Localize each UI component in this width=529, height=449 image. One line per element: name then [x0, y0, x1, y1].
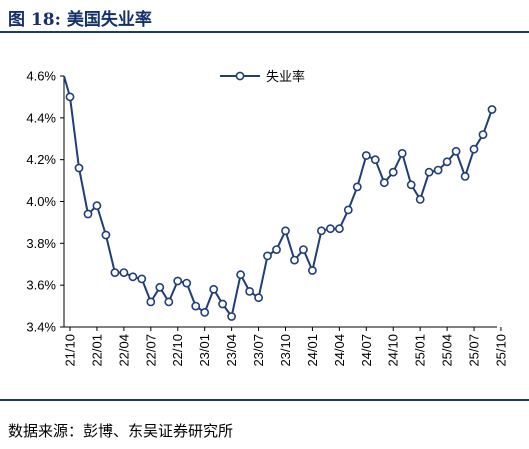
x-tick-label: 22/01 — [89, 334, 104, 367]
data-point — [281, 226, 290, 236]
data-point — [352, 182, 362, 192]
data-point — [433, 165, 443, 175]
data-point — [128, 272, 138, 282]
y-tick-label: 3.8% — [26, 236, 56, 251]
unemployment-line-chart: 3.4%3.6%3.8%4.0%4.2%4.4%4.6% 21/10 22/01 2… — [26, 69, 509, 367]
data-point — [388, 167, 398, 177]
data-point — [424, 167, 434, 177]
data-point — [307, 266, 317, 275]
data-point — [83, 209, 93, 219]
data-point — [218, 299, 227, 309]
data-point — [325, 224, 335, 234]
y-tick-label: 4.6% — [26, 69, 56, 84]
x-tick-label: 24/04 — [332, 334, 347, 367]
data-point — [343, 205, 353, 215]
x-tick-label: 25/01 — [413, 334, 428, 367]
legend-label: 失业率 — [266, 69, 305, 85]
data-point — [397, 149, 407, 158]
data-point — [478, 130, 488, 139]
data-point — [164, 297, 174, 307]
data-point — [119, 268, 129, 277]
x-tick-label: 25/07 — [467, 334, 482, 367]
data-point — [361, 151, 371, 160]
data-point — [110, 268, 120, 277]
x-tick-label: 22/10 — [170, 334, 185, 367]
data-point — [442, 157, 452, 167]
source-rule — [0, 399, 529, 401]
data-point — [137, 274, 147, 284]
data-source: 数据来源：彭博、东吴证券研究所 — [8, 422, 234, 440]
y-tick-label: 3.4% — [26, 320, 56, 335]
data-point — [370, 155, 380, 165]
data-point — [155, 282, 165, 292]
legend-marker — [235, 71, 245, 81]
data-point — [298, 245, 308, 254]
x-tick-label: 23/07 — [251, 334, 266, 367]
y-tick-label: 4.2% — [26, 152, 56, 167]
series-unemployment — [63, 75, 497, 321]
data-point — [254, 293, 263, 303]
data-point — [209, 284, 219, 294]
x-tick-label: 24/07 — [359, 334, 374, 367]
data-point — [191, 301, 201, 311]
x-tick-label: 21/10 — [63, 334, 78, 367]
data-point — [146, 297, 156, 307]
data-point — [263, 251, 272, 261]
x-tick-label: 22/07 — [143, 334, 158, 367]
data-point — [92, 201, 102, 211]
x-tick-label: 24/01 — [305, 334, 320, 367]
chart-legend: 失业率 — [220, 69, 305, 85]
x-tick-label: 25/04 — [440, 334, 455, 367]
y-tick-label: 3.6% — [26, 278, 56, 293]
x-tick-label: 23/01 — [197, 334, 212, 367]
data-point — [406, 180, 416, 190]
data-point — [316, 226, 326, 236]
data-point — [290, 255, 299, 265]
data-point — [227, 312, 236, 321]
title-rule — [0, 31, 529, 33]
x-tick-label: 22/04 — [116, 334, 131, 367]
data-point — [460, 171, 470, 181]
data-point — [74, 163, 84, 173]
data-point — [379, 178, 389, 188]
x-tick-label: 24/10 — [386, 334, 401, 367]
y-axis-labels: 3.4% 3.6% 3.8% 4.0% 4.2% 4.4% 4.6% — [26, 69, 56, 335]
data-point — [415, 194, 425, 204]
data-point — [334, 224, 344, 234]
figure-title-text: 美国失业率 — [66, 9, 152, 30]
y-tick-label: 4.0% — [26, 194, 56, 209]
x-tick-label: 25/10 — [493, 334, 508, 367]
data-point — [182, 278, 192, 288]
series-line — [63, 75, 493, 318]
x-axis-labels: 21/10 22/01 22/04 22/07 22/10 23/01 23/04 23/07… — [63, 334, 509, 367]
figure-title: 图 18: 美国失业率 — [8, 4, 152, 30]
data-point — [451, 146, 461, 156]
data-point — [245, 286, 254, 296]
data-point — [469, 144, 479, 154]
data-point — [65, 92, 75, 102]
data-point — [173, 276, 183, 286]
x-tick-label: 23/04 — [224, 334, 239, 367]
data-point — [236, 270, 245, 280]
y-tick-label: 4.4% — [26, 110, 56, 125]
data-point — [101, 230, 111, 240]
x-tick-label: 23/10 — [278, 334, 293, 367]
chart-axes — [60, 75, 502, 331]
figure-label: 图 18: — [8, 9, 61, 30]
data-point — [487, 105, 497, 114]
data-point — [272, 245, 281, 254]
data-point — [200, 307, 210, 317]
